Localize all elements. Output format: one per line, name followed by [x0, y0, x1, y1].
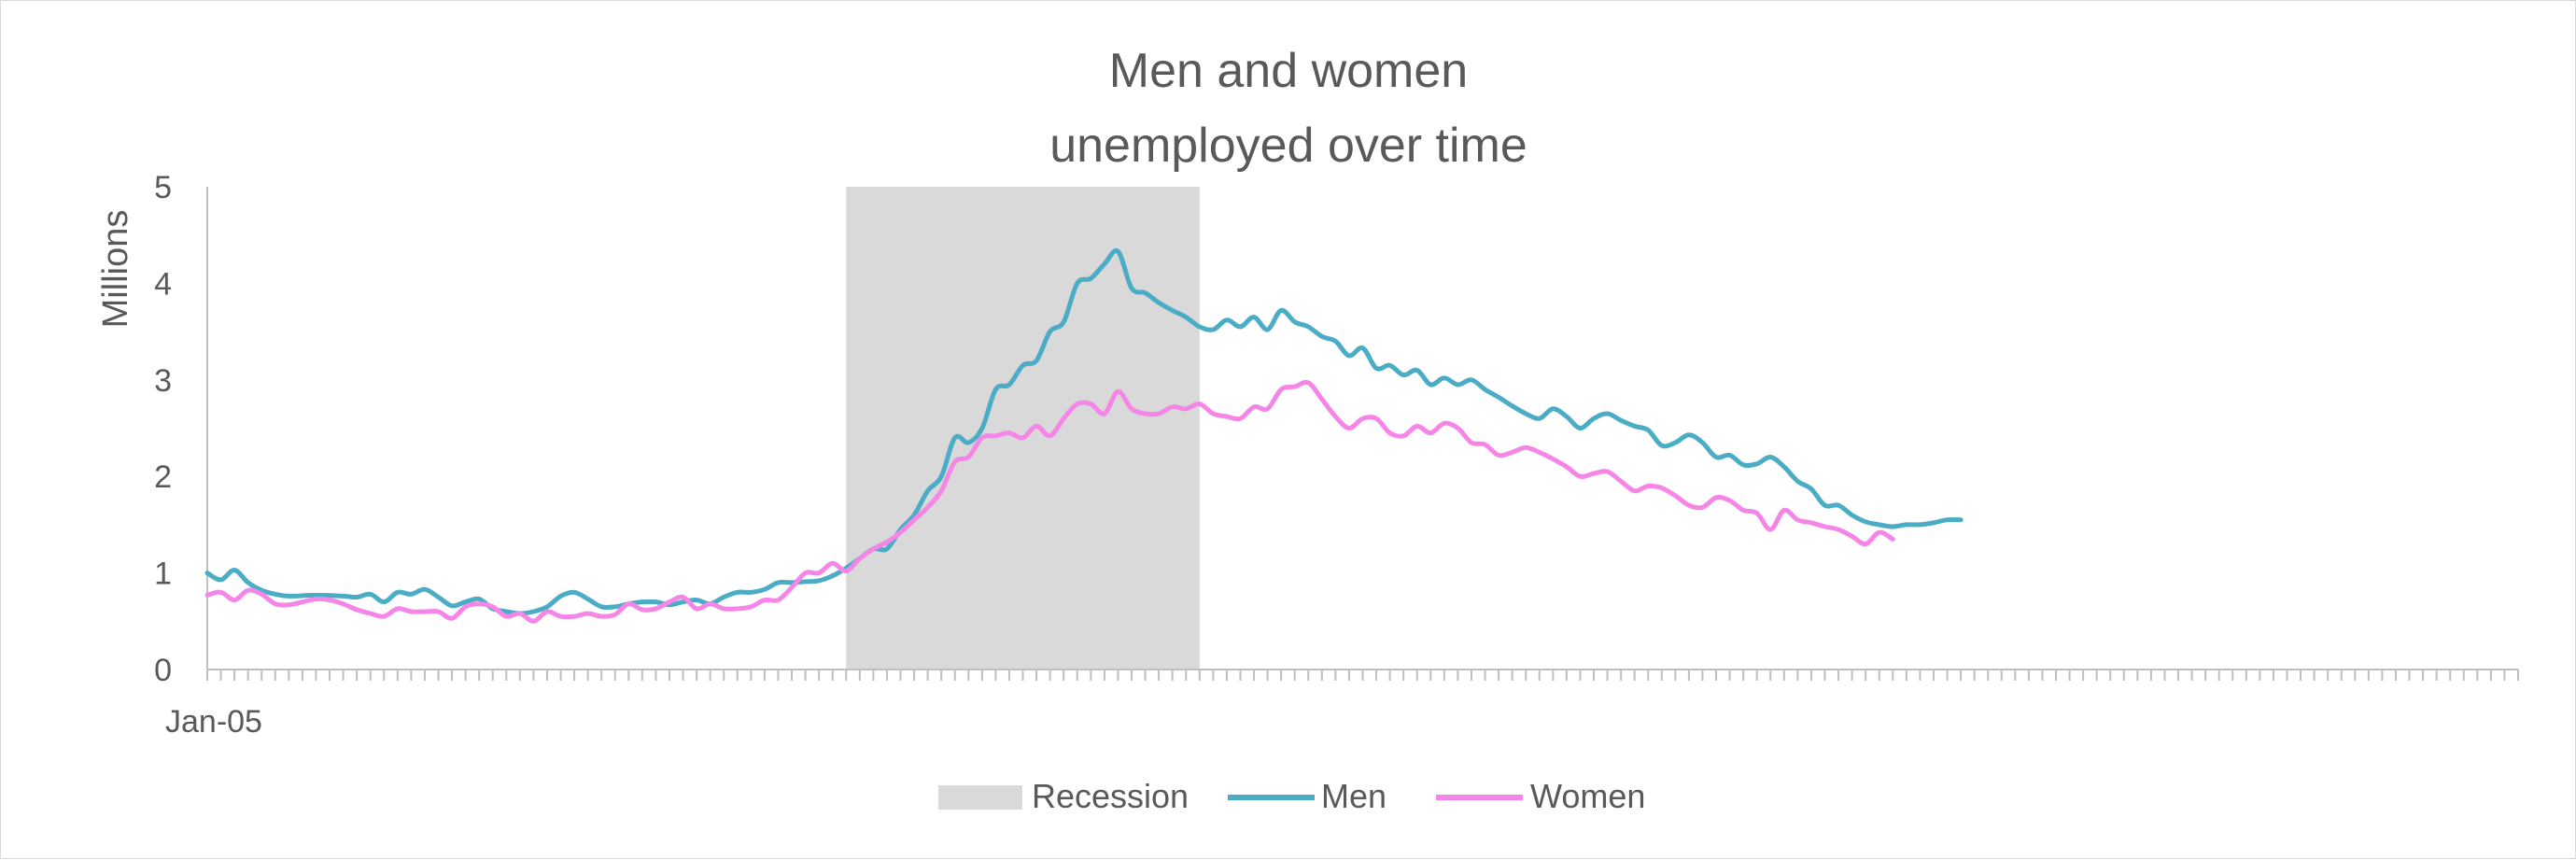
y-tick-label: 2: [154, 459, 172, 495]
recession-band-layer: [846, 187, 1200, 670]
tick-labels: 0 1 2 3 4 5: [154, 170, 172, 688]
chart-title-line-2: unemployed over time: [1049, 119, 1527, 173]
legend: Recession Men Women: [938, 777, 1645, 815]
y-tick-label: 4: [154, 266, 172, 302]
y-tick-label: 5: [154, 170, 172, 205]
chart-title-line-1: Men and women: [1109, 44, 1468, 98]
legend-men-label: Men: [1321, 777, 1387, 815]
series-line-women: [204, 379, 1895, 624]
legend-recession-label: Recession: [1032, 777, 1189, 815]
axes: [206, 187, 2519, 681]
x-tick-label-start: Jan-05: [165, 704, 262, 740]
y-tick-label: 0: [154, 653, 172, 688]
legend-recession-swatch: [938, 785, 1022, 810]
legend-women-label: Women: [1530, 777, 1645, 815]
y-tick-label: 3: [154, 363, 172, 399]
recession-band: [846, 187, 1200, 670]
y-tick-label: 1: [154, 557, 172, 592]
y-axis-title: Millions: [96, 210, 135, 329]
series-lines: [204, 247, 1964, 624]
